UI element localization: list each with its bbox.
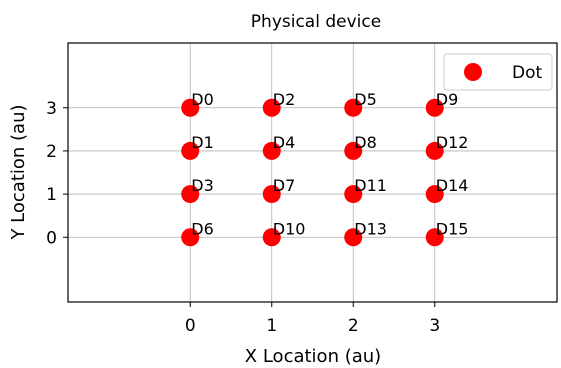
x-tick-label: 2 (348, 316, 359, 336)
point-label: D4 (273, 133, 296, 152)
y-tick-label: 3 (46, 99, 57, 119)
data-point (425, 228, 444, 247)
point-label: D11 (354, 176, 387, 195)
legend-box (443, 53, 553, 91)
point-label: D5 (354, 90, 377, 109)
data-point (262, 228, 281, 247)
legend-entry-label: Dot (512, 63, 542, 83)
data-point (181, 228, 200, 247)
legend: Dot (443, 53, 553, 91)
data-point (344, 185, 363, 204)
y-tick-label: 0 (46, 228, 57, 248)
data-point (344, 98, 363, 117)
data-point (425, 141, 444, 160)
point-label: D7 (273, 176, 296, 195)
point-label: D15 (436, 219, 469, 238)
grid-lines (68, 43, 557, 302)
x-tick-label: 1 (266, 316, 277, 336)
point-label: D2 (273, 90, 296, 109)
x-tick-label: 0 (185, 316, 196, 336)
point-label: D9 (436, 90, 459, 109)
point-label: D6 (191, 219, 214, 238)
point-label: D12 (436, 133, 469, 152)
data-point (181, 98, 200, 117)
y-tick-label: 2 (46, 142, 57, 162)
point-label: D13 (354, 219, 387, 238)
data-points: D0 D1 D2 D3 D4 D5 D6 D7 D8 D9 D10 D11 D12 D13 D14 D15 (181, 90, 468, 247)
point-label: D8 (354, 133, 377, 152)
data-point (262, 185, 281, 204)
point-label: D1 (191, 133, 214, 152)
axis-ticks: 0 1 2 3 0 1 2 3 (46, 99, 440, 336)
data-point (262, 98, 281, 117)
point-label: D10 (273, 219, 306, 238)
data-point (425, 98, 444, 117)
point-label: D0 (191, 90, 214, 109)
data-point (262, 141, 281, 160)
y-tick-label: 1 (46, 185, 57, 205)
data-point (344, 228, 363, 247)
x-tick-label: 3 (429, 316, 440, 336)
plot-frame (67, 42, 558, 303)
legend-marker (464, 63, 482, 81)
data-point (344, 141, 363, 160)
y-axis-label: Y Location (au) (8, 104, 29, 240)
data-point (425, 185, 444, 204)
point-label: D3 (191, 176, 214, 195)
data-point (181, 141, 200, 160)
point-label: D14 (436, 176, 469, 195)
x-axis-label: X Location (au) (245, 346, 381, 367)
chart-title: Physical device (251, 12, 381, 32)
data-point (181, 185, 200, 204)
